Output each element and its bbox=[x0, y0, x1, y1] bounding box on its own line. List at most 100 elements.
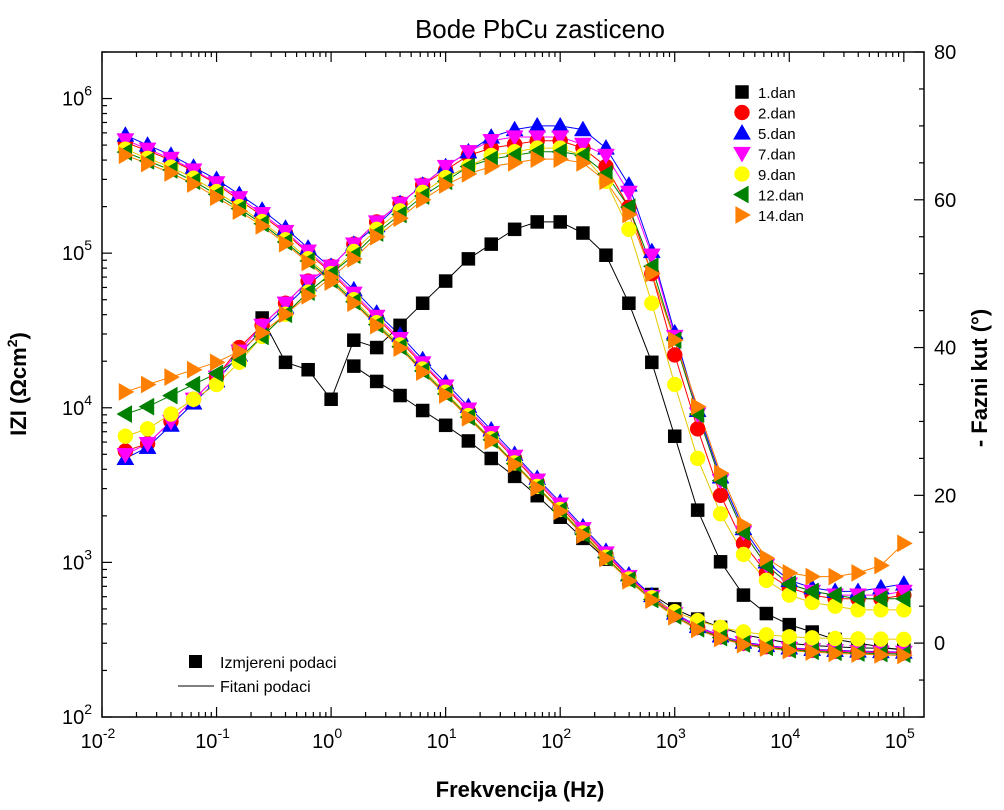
data-markers bbox=[116, 116, 913, 665]
marker-impedance-14.dan bbox=[713, 629, 730, 648]
chart-title: Bode PbCu zasticeno bbox=[415, 14, 665, 44]
marker-phase-1.dan bbox=[690, 503, 705, 517]
marker-impedance-14.dan bbox=[530, 479, 547, 497]
marker-phase-12.dan bbox=[803, 582, 819, 601]
marker-phase-14.dan bbox=[255, 323, 272, 342]
y-right-tick-label: 0 bbox=[934, 633, 945, 655]
marker-phase-7.dan bbox=[505, 130, 524, 146]
marker-phase-14.dan bbox=[645, 264, 661, 283]
marker-phase-14.dan bbox=[599, 172, 615, 191]
marker-phase-14.dan bbox=[553, 150, 570, 169]
marker-phase-1.dan bbox=[461, 252, 476, 266]
marker-phase-7.dan bbox=[116, 448, 135, 464]
marker-impedance-14.dan bbox=[851, 645, 868, 664]
marker-impedance-14.dan bbox=[691, 620, 707, 639]
marker-phase-14.dan bbox=[530, 150, 547, 169]
marker-phase-7.dan bbox=[276, 296, 295, 313]
legend-label-7.dan: 7.dan bbox=[758, 147, 796, 164]
x-tick-label: 102 bbox=[541, 725, 571, 753]
marker-phase-7.dan bbox=[551, 130, 570, 146]
marker-phase-14.dan bbox=[782, 563, 799, 582]
marker-phase-9.dan bbox=[758, 572, 775, 589]
marker-phase-1.dan bbox=[369, 340, 384, 355]
legend-type-label: Fitani podaci bbox=[220, 679, 311, 696]
y-left-axis-label-main: IZI (Ωcm bbox=[6, 347, 31, 436]
fit-line-impedance-1.dan bbox=[353, 365, 904, 650]
marker-phase-12.dan bbox=[894, 589, 911, 608]
marker-phase-1.dan bbox=[553, 215, 567, 229]
marker-impedance-14.dan bbox=[164, 164, 180, 182]
legend-label-1.dan: 1.dan bbox=[758, 85, 796, 102]
marker-phase-1.dan bbox=[576, 226, 590, 240]
y-left-axis-label: IZI (Ωcm2) bbox=[4, 332, 31, 436]
y-right-tick-label: 60 bbox=[934, 190, 956, 212]
y-left-tick-label: 106 bbox=[62, 83, 92, 111]
marker-impedance-14.dan bbox=[599, 549, 615, 568]
marker-phase-14.dan bbox=[805, 567, 822, 586]
x-tick-label: 10-1 bbox=[195, 725, 230, 753]
marker-phase-7.dan bbox=[642, 248, 661, 265]
marker-phase-14.dan bbox=[461, 164, 478, 183]
marker-phase-1.dan bbox=[645, 355, 659, 370]
type-legend: Izmjereni podaci Fitani podaci bbox=[178, 655, 337, 696]
series-legend: 1.dan 2.dan 5.dan 7.dan 9.dan 12.dan 14.dan bbox=[732, 85, 804, 225]
marker-phase-14.dan bbox=[874, 556, 890, 575]
marker-phase-12.dan bbox=[161, 386, 178, 405]
marker-phase-12.dan bbox=[116, 405, 133, 423]
marker-impedance-14.dan bbox=[897, 646, 913, 665]
marker-impedance-9.dan bbox=[873, 631, 889, 647]
legend-label-14.dan: 14.dan bbox=[758, 208, 804, 225]
marker-phase-12.dan bbox=[207, 364, 224, 383]
legend-marker-12.dan bbox=[732, 185, 749, 204]
marker-phase-7.dan bbox=[597, 148, 615, 165]
marker-phase-9.dan bbox=[621, 221, 637, 238]
marker-impedance-1.dan bbox=[438, 418, 453, 433]
marker-impedance-14.dan bbox=[874, 646, 890, 664]
marker-phase-14.dan bbox=[576, 153, 592, 172]
marker-phase-12.dan bbox=[871, 589, 888, 608]
marker-phase-12.dan bbox=[138, 397, 155, 416]
marker-impedance-1.dan bbox=[484, 451, 498, 466]
marker-impedance-14.dan bbox=[507, 455, 524, 474]
marker-impedance-1.dan bbox=[347, 359, 361, 373]
marker-impedance-14.dan bbox=[759, 639, 776, 658]
legend-measured-marker bbox=[189, 655, 202, 668]
legend-marker-7.dan bbox=[733, 146, 751, 163]
marker-phase-14.dan bbox=[507, 153, 524, 172]
marker-phase-1.dan bbox=[278, 355, 293, 370]
legend-label-12.dan: 12.dan bbox=[758, 188, 804, 205]
legend-marker-14.dan bbox=[735, 206, 752, 224]
marker-impedance-9.dan bbox=[804, 630, 820, 646]
marker-impedance-1.dan bbox=[415, 403, 430, 418]
marker-phase-14.dan bbox=[439, 176, 455, 194]
x-tick-label: 10-2 bbox=[81, 725, 116, 753]
x-tick-label: 105 bbox=[885, 725, 915, 753]
marker-phase-9.dan bbox=[139, 421, 156, 437]
y-right-tick-label: 40 bbox=[934, 338, 956, 360]
marker-phase-7.dan bbox=[528, 130, 547, 146]
marker-impedance-14.dan bbox=[347, 294, 363, 313]
marker-impedance-9.dan bbox=[850, 631, 866, 647]
marker-impedance-14.dan bbox=[782, 641, 799, 660]
marker-phase-14.dan bbox=[416, 190, 432, 209]
marker-impedance-14.dan bbox=[255, 217, 272, 235]
marker-impedance-14.dan bbox=[736, 635, 753, 654]
marker-phase-14.dan bbox=[278, 305, 295, 324]
marker-impedance-14.dan bbox=[668, 607, 684, 626]
x-tick-labels: 10-2 10-1 100 101 102 103 104 105 bbox=[81, 725, 915, 753]
marker-phase-1.dan bbox=[438, 274, 453, 288]
marker-phase-14.dan bbox=[393, 209, 410, 228]
marker-phase-14.dan bbox=[897, 534, 913, 553]
marker-impedance-1.dan bbox=[369, 374, 384, 389]
marker-impedance-14.dan bbox=[553, 502, 570, 521]
marker-phase-7.dan bbox=[619, 185, 638, 202]
marker-phase-14.dan bbox=[736, 515, 753, 534]
marker-phase-14.dan bbox=[828, 567, 845, 586]
legend-marker-9.dan bbox=[734, 166, 750, 182]
marker-phase-7.dan bbox=[138, 436, 157, 453]
marker-phase-1.dan bbox=[484, 237, 498, 251]
marker-phase-14.dan bbox=[140, 375, 157, 394]
marker-phase-14.dan bbox=[209, 353, 226, 372]
marker-impedance-14.dan bbox=[140, 154, 157, 173]
